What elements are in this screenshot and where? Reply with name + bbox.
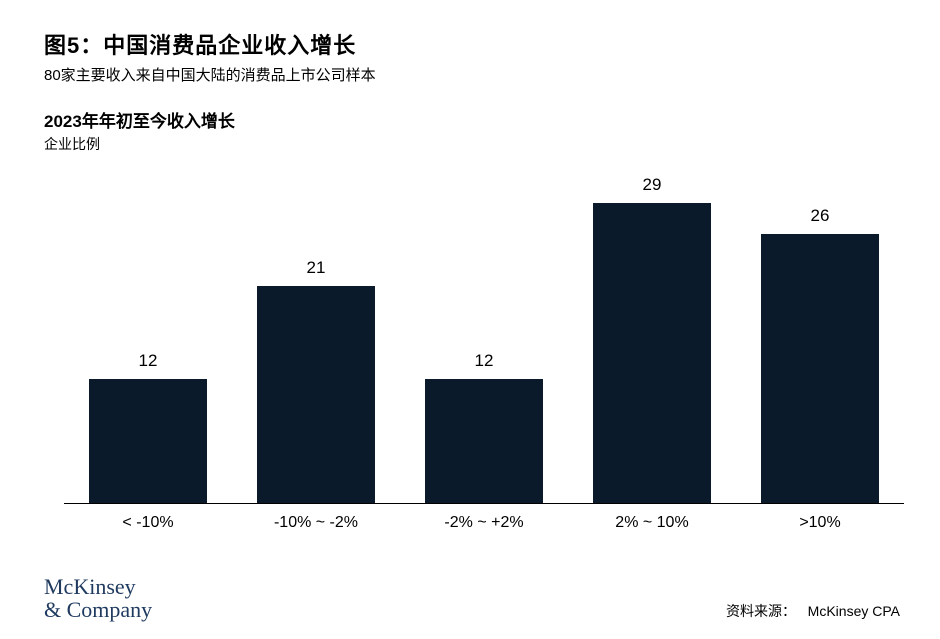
figure-title: 图5：中国消费品企业收入增长 (44, 28, 900, 60)
chart-subtitle: 企业比例 (44, 134, 900, 154)
bar-value-label: 12 (139, 351, 158, 371)
bar-slot: 21 (232, 164, 400, 503)
logo-line1: McKinsey (44, 575, 152, 598)
bar-rect (89, 379, 207, 503)
xaxis-tick: < -10% (64, 514, 232, 532)
bar-rect (257, 286, 375, 503)
bar-rect (593, 203, 711, 503)
mckinsey-logo: McKinsey & Company (44, 575, 152, 621)
xaxis-tick: >10% (736, 514, 904, 532)
chart-plot: 12 21 12 29 26 (64, 164, 904, 504)
source-label: 资料来源： (726, 603, 796, 619)
bar-slot: 29 (568, 164, 736, 503)
bar-rect (761, 234, 879, 503)
source-line: 资料来源： McKinsey CPA (726, 601, 900, 621)
xaxis-tick: 2% ~ 10% (568, 514, 736, 532)
bar-rect (425, 379, 543, 503)
bar-value-label: 26 (811, 206, 830, 226)
logo-line2: & Company (44, 598, 152, 621)
bar-value-label: 12 (475, 351, 494, 371)
bar-slot: 12 (64, 164, 232, 503)
footer: McKinsey & Company 资料来源： McKinsey CPA (44, 575, 900, 621)
chart-xaxis: < -10%-10% ~ -2%-2% ~ +2%2% ~ 10%>10% (64, 514, 904, 532)
bar-slot: 26 (736, 164, 904, 503)
figure-subtitle: 80家主要收入来自中国大陆的消费品上市公司样本 (44, 64, 900, 85)
chart-area: 12 21 12 29 26 < -10%-10% ~ -2%-2% ~ +2%2% ~… (64, 164, 904, 544)
chart-title: 2023年年初至今收入增长 (44, 107, 900, 132)
bar-value-label: 29 (643, 175, 662, 195)
source-value: McKinsey CPA (808, 603, 900, 619)
bar-slot: 12 (400, 164, 568, 503)
xaxis-tick: -2% ~ +2% (400, 514, 568, 532)
xaxis-tick: -10% ~ -2% (232, 514, 400, 532)
bar-value-label: 21 (307, 258, 326, 278)
page-container: 图5：中国消费品企业收入增长 80家主要收入来自中国大陆的消费品上市公司样本 2… (0, 0, 940, 639)
